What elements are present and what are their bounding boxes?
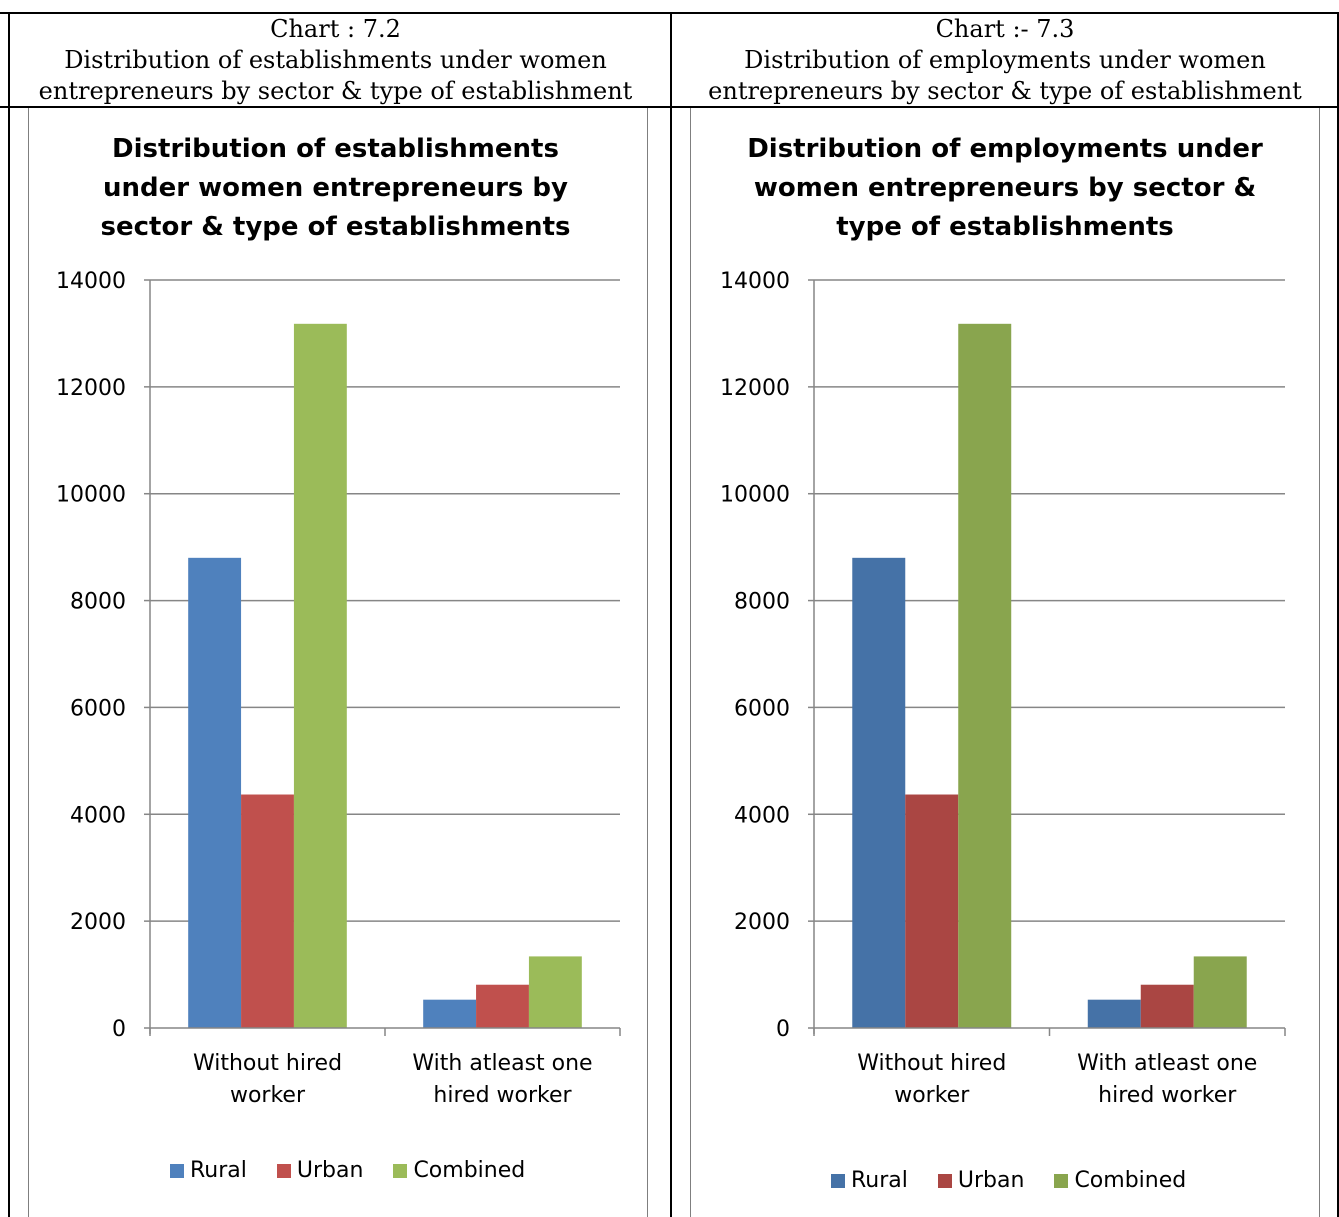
legend-label: Combined	[1074, 1168, 1187, 1193]
x-category-label: hired worker	[1098, 1083, 1237, 1108]
bar-chart-establishments: 0 2000 4000 6000 8000 10000 12000 14000 Without …	[56, 269, 621, 1108]
chart-legend: Rural Urban Combined	[170, 1158, 525, 1183]
x-category-label: With atleast one	[412, 1051, 592, 1076]
y-tick-label: 4000	[734, 803, 790, 828]
chart-number: Chart :- 7.3	[935, 15, 1075, 43]
legend-label: Rural	[851, 1168, 908, 1193]
chart-frame	[690, 108, 1320, 1217]
y-tick-label: 8000	[70, 590, 126, 615]
y-tick-label: 2000	[734, 910, 790, 935]
legend-label: Urban	[957, 1168, 1025, 1193]
x-category-label: Without hired	[857, 1051, 1006, 1076]
legend-swatch	[393, 1163, 408, 1178]
chart-title: Distribution of establishments under wom…	[0, 130, 671, 247]
header-line: Distribution of employments under women	[744, 46, 1266, 74]
y-tick-label: 6000	[70, 696, 126, 721]
chart-panel-7-3: Chart :- 7.3 Distribution of employments…	[671, 0, 1339, 1217]
y-tick-label: 2000	[70, 910, 126, 935]
x-category-label: Without hired	[193, 1051, 342, 1076]
legend-swatch	[937, 1173, 952, 1188]
chart-title-line: Distribution of employments under	[747, 134, 1263, 164]
bar-combined	[528, 956, 582, 1028]
chart-header: Chart : 7.2 Distribution of establishmen…	[0, 14, 671, 107]
y-tick-label: 0	[776, 1017, 790, 1042]
y-tick-label: 12000	[56, 376, 126, 401]
legend-label: Combined	[413, 1158, 526, 1183]
chart-title-line: type of establishments	[836, 212, 1174, 242]
chart-title-line: sector & type of establishments	[100, 212, 571, 242]
y-tick-label: 6000	[734, 696, 790, 721]
legend-label: Rural	[190, 1158, 247, 1183]
chart-number: Chart : 7.2	[270, 15, 401, 43]
header-line: Distribution of establishments under wom…	[64, 46, 607, 74]
bar-rural	[423, 999, 477, 1028]
y-tick-label: 4000	[70, 803, 126, 828]
y-tick-label: 14000	[720, 269, 790, 294]
x-category-label: With atleast one	[1077, 1051, 1257, 1076]
bar-urban	[1140, 984, 1194, 1028]
legend-item-rural: Rural	[831, 1168, 908, 1193]
legend-swatch	[170, 1163, 184, 1178]
bar-chart-employments: 0 2000 4000 6000 8000 10000 12000 14000 Without …	[720, 269, 1286, 1108]
legend-swatch	[1054, 1173, 1069, 1188]
bar-combined	[1193, 956, 1247, 1028]
chart-panel-7-2: Chart : 7.2 Distribution of establishmen…	[0, 14, 671, 1217]
x-category-label: worker	[230, 1083, 306, 1108]
x-category-label: worker	[894, 1083, 970, 1108]
legend-item-combined: Combined	[1054, 1168, 1186, 1193]
chart-title-line: Distribution of establishments	[112, 134, 559, 164]
legend-item-rural: Rural	[170, 1158, 247, 1183]
chart-title: Distribution of employments under women …	[671, 130, 1339, 247]
chart-title-line: under women entrepreneurs by	[103, 173, 568, 203]
header-line: entrepreneurs by sector & type of establ…	[708, 77, 1302, 105]
center-border	[670, 12, 672, 1217]
bar-urban	[476, 984, 529, 1028]
bar-rural	[188, 557, 242, 1028]
bar-urban	[241, 794, 294, 1028]
right-border	[1337, 12, 1339, 1217]
header-line: entrepreneurs by sector & type of establ…	[38, 77, 633, 105]
bar-combined	[958, 323, 1012, 1029]
legend-swatch	[831, 1173, 845, 1188]
bar-rural	[1087, 999, 1141, 1028]
chart-frame	[28, 108, 648, 1217]
y-tick-label: 12000	[720, 376, 790, 401]
chart-header: Chart :- 7.3 Distribution of employments…	[671, 14, 1339, 107]
bar-rural	[852, 557, 906, 1028]
legend-label: Urban	[296, 1158, 364, 1183]
header-divider	[0, 106, 1339, 108]
y-tick-label: 10000	[56, 483, 126, 508]
y-tick-label: 0	[112, 1017, 126, 1042]
y-tick-label: 10000	[720, 483, 790, 508]
left-border	[8, 12, 10, 1217]
bar-urban	[905, 794, 959, 1028]
bar-combined	[293, 323, 347, 1029]
x-category-label: hired worker	[433, 1083, 572, 1108]
legend-item-urban: Urban	[276, 1158, 364, 1183]
legend-item-urban: Urban	[937, 1168, 1025, 1193]
top-border	[0, 12, 1339, 14]
chart-title-line: women entrepreneurs by sector &	[753, 173, 1257, 203]
chart-legend: Rural Urban Combined	[831, 1168, 1186, 1193]
legend-item-combined: Combined	[393, 1158, 525, 1183]
y-tick-label: 8000	[734, 590, 790, 615]
y-tick-label: 14000	[56, 269, 126, 294]
legend-swatch	[276, 1163, 291, 1178]
